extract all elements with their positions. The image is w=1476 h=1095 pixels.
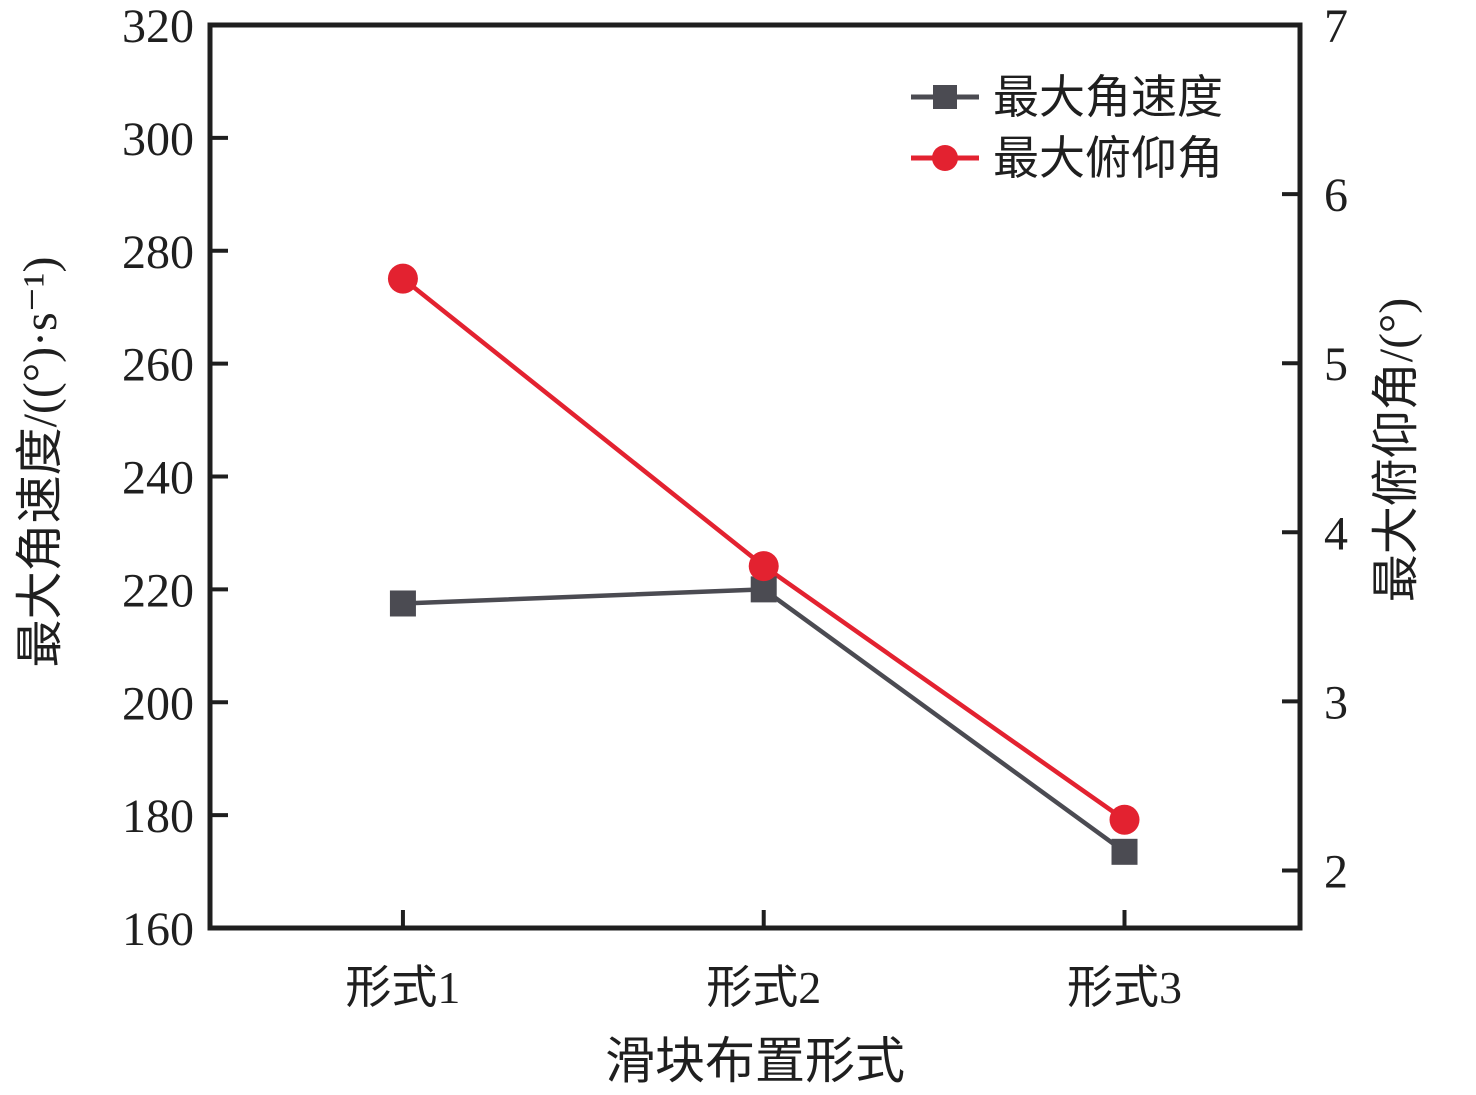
legend-label-pitch-angle: 最大俯仰角 — [993, 133, 1223, 184]
series-line-circle — [401, 276, 1126, 822]
series-line-square — [402, 587, 1126, 854]
legend-label-angular-velocity: 最大角速度 — [993, 72, 1223, 123]
data-point-marker-square — [389, 590, 416, 617]
x-axis-tick-label: 形式3 — [1067, 962, 1182, 1013]
chart-generated-layer: 160 180 200 220 240 260 280 300 320 2 3 4 5 6 7 形式1 形式2 形… — [122, 0, 1348, 1013]
data-point-marker-square — [1111, 838, 1138, 865]
y-axis-right-tick-label: 5 — [1324, 338, 1348, 391]
y-axis-left-tick-label: 300 — [122, 113, 194, 166]
y-axis-left-tick-label: 240 — [122, 452, 194, 505]
y-axis-left-title: 最大角速度/((°)·s⁻¹) — [14, 257, 67, 668]
y-axis-right-tick-label: 6 — [1324, 169, 1348, 222]
y-axis-right-title: 最大俯仰角/(°) — [1370, 298, 1423, 603]
y-axis-left-tick-label: 220 — [122, 564, 194, 617]
legend: 最大角速度 最大俯仰角 — [993, 72, 1223, 184]
y-axis-right-tick-label: 4 — [1324, 507, 1348, 560]
y-axis-left-tick-label: 320 — [122, 0, 194, 53]
legend-marker-circle — [932, 145, 958, 171]
y-axis-left-tick-label: 200 — [122, 677, 194, 730]
y-axis-right-tick-label: 3 — [1324, 676, 1348, 729]
x-axis-tick-label: 形式2 — [706, 962, 821, 1013]
y-axis-left-tick-label: 160 — [122, 903, 194, 956]
y-axis-left-tick-label: 280 — [122, 226, 194, 279]
x-axis-tick-label: 形式1 — [345, 962, 460, 1013]
x-axis-title: 滑块布置形式 — [605, 1033, 905, 1089]
y-axis-right-tick-label: 7 — [1324, 0, 1348, 53]
data-point-marker-circle — [387, 263, 418, 294]
data-point-marker-circle — [748, 551, 779, 582]
data-point-marker-circle — [1109, 804, 1140, 835]
legend-marker-square — [933, 85, 957, 109]
y-axis-left-tick-label: 260 — [122, 339, 194, 392]
y-axis-right-tick-label: 2 — [1324, 846, 1348, 899]
y-axis-left-tick-label: 180 — [122, 790, 194, 843]
